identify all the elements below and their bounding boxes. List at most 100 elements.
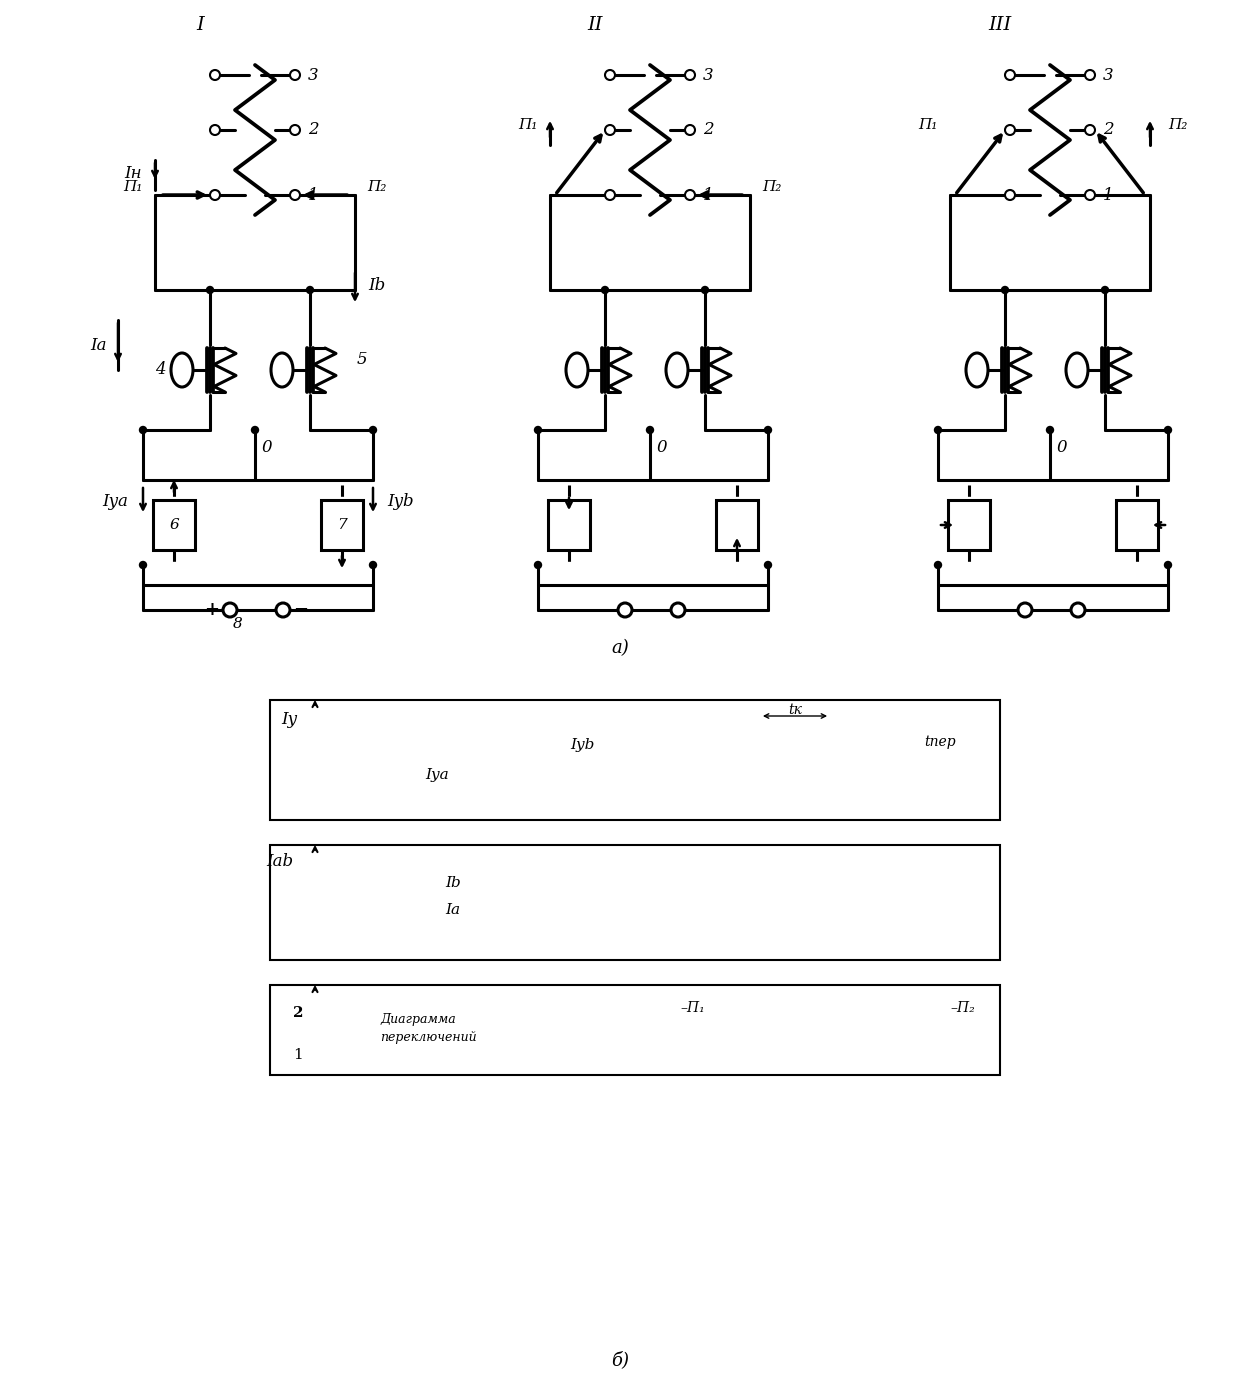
Ellipse shape bbox=[566, 353, 587, 388]
Circle shape bbox=[702, 287, 708, 294]
Text: −: − bbox=[293, 601, 308, 619]
Text: 3: 3 bbox=[308, 67, 318, 84]
Circle shape bbox=[1005, 190, 1015, 199]
Circle shape bbox=[765, 562, 771, 569]
Text: Iyb: Iyb bbox=[388, 493, 415, 510]
Text: 0: 0 bbox=[262, 439, 272, 456]
Circle shape bbox=[1071, 604, 1086, 618]
Circle shape bbox=[370, 562, 376, 569]
Bar bbox=[270, 986, 1000, 1075]
Circle shape bbox=[534, 562, 542, 569]
Circle shape bbox=[307, 287, 313, 294]
Text: 8: 8 bbox=[233, 618, 243, 631]
Text: П₂: П₂ bbox=[1169, 118, 1187, 132]
Circle shape bbox=[210, 125, 220, 135]
Circle shape bbox=[601, 287, 609, 294]
Text: Ia: Ia bbox=[445, 903, 460, 917]
Text: П₂: П₂ bbox=[763, 180, 781, 194]
Text: III: III bbox=[989, 15, 1012, 33]
Circle shape bbox=[605, 125, 615, 135]
Text: 1: 1 bbox=[703, 187, 713, 204]
Text: 2: 2 bbox=[308, 121, 318, 138]
Text: 5: 5 bbox=[356, 351, 368, 368]
Circle shape bbox=[686, 125, 696, 135]
Ellipse shape bbox=[271, 353, 293, 388]
Circle shape bbox=[1005, 125, 1015, 135]
Circle shape bbox=[1086, 70, 1095, 79]
Text: П₂: П₂ bbox=[368, 180, 386, 194]
Circle shape bbox=[1047, 427, 1053, 434]
Bar bbox=[948, 500, 990, 551]
Text: 1: 1 bbox=[1103, 187, 1113, 204]
Text: переключений: переключений bbox=[380, 1030, 477, 1044]
Text: –П₂: –П₂ bbox=[950, 1001, 975, 1015]
Circle shape bbox=[605, 190, 615, 199]
Text: I: I bbox=[196, 15, 204, 33]
Bar bbox=[270, 845, 1000, 960]
Text: П₁: П₁ bbox=[918, 118, 938, 132]
Text: –П₁: –П₁ bbox=[681, 1001, 704, 1015]
Circle shape bbox=[370, 427, 376, 434]
Text: 0: 0 bbox=[657, 439, 667, 456]
Bar bbox=[153, 500, 195, 551]
Bar bbox=[320, 500, 363, 551]
Text: Iyb: Iyb bbox=[570, 737, 595, 751]
Circle shape bbox=[534, 427, 542, 434]
Circle shape bbox=[289, 190, 301, 199]
Circle shape bbox=[1086, 190, 1095, 199]
Circle shape bbox=[671, 604, 686, 618]
Bar bbox=[270, 700, 1000, 820]
Circle shape bbox=[1086, 125, 1095, 135]
Circle shape bbox=[139, 427, 147, 434]
Text: +: + bbox=[205, 601, 220, 619]
Circle shape bbox=[210, 190, 220, 199]
Circle shape bbox=[206, 287, 214, 294]
Text: Iya: Iya bbox=[102, 493, 128, 510]
Text: 7: 7 bbox=[337, 519, 347, 533]
Bar bbox=[548, 500, 590, 551]
Text: 2: 2 bbox=[703, 121, 713, 138]
Text: 2: 2 bbox=[1103, 121, 1113, 138]
Circle shape bbox=[289, 70, 301, 79]
Circle shape bbox=[251, 427, 258, 434]
Ellipse shape bbox=[1066, 353, 1088, 388]
Bar bbox=[715, 500, 758, 551]
Text: 4: 4 bbox=[155, 361, 165, 379]
Circle shape bbox=[276, 604, 289, 618]
Ellipse shape bbox=[966, 353, 987, 388]
Text: 3: 3 bbox=[703, 67, 713, 84]
Text: Диаграмма: Диаграмма bbox=[380, 1013, 456, 1026]
Text: Iн: Iн bbox=[124, 164, 142, 181]
Circle shape bbox=[647, 427, 653, 434]
Circle shape bbox=[139, 562, 147, 569]
Text: Iab: Iab bbox=[266, 853, 293, 870]
Text: Ib: Ib bbox=[445, 875, 461, 889]
Text: 3: 3 bbox=[1103, 67, 1113, 84]
Text: П₁: П₁ bbox=[123, 180, 143, 194]
Circle shape bbox=[210, 70, 220, 79]
Circle shape bbox=[686, 70, 696, 79]
Circle shape bbox=[605, 70, 615, 79]
Circle shape bbox=[686, 190, 696, 199]
Circle shape bbox=[1165, 427, 1171, 434]
Circle shape bbox=[1165, 562, 1171, 569]
Text: tк: tк bbox=[789, 703, 802, 717]
Text: Ia: Ia bbox=[89, 336, 107, 354]
Circle shape bbox=[1102, 287, 1109, 294]
Circle shape bbox=[289, 125, 301, 135]
Text: 0: 0 bbox=[1057, 439, 1067, 456]
Bar bbox=[1117, 500, 1158, 551]
Text: б): б) bbox=[611, 1351, 628, 1369]
Ellipse shape bbox=[666, 353, 688, 388]
Text: II: II bbox=[587, 15, 602, 33]
Text: 6: 6 bbox=[169, 519, 179, 533]
Circle shape bbox=[934, 427, 941, 434]
Circle shape bbox=[1001, 287, 1009, 294]
Circle shape bbox=[1005, 70, 1015, 79]
Text: 1: 1 bbox=[293, 1048, 303, 1062]
Circle shape bbox=[224, 604, 237, 618]
Text: tпер: tпер bbox=[924, 735, 956, 749]
Text: 1: 1 bbox=[308, 187, 318, 204]
Text: Ib: Ib bbox=[369, 276, 385, 294]
Text: Iy: Iy bbox=[281, 711, 297, 729]
